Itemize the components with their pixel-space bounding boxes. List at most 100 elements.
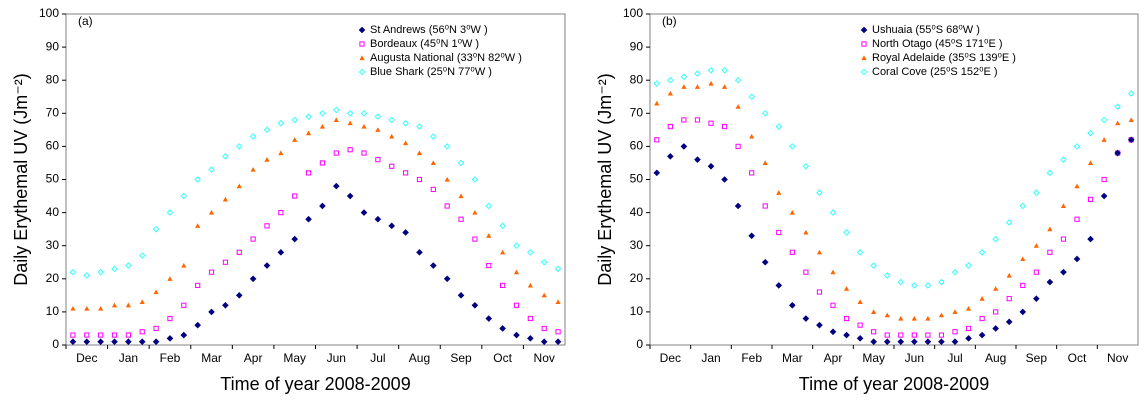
data-point	[843, 315, 850, 322]
data-point	[513, 269, 520, 275]
data-point	[513, 331, 520, 339]
x-tick-label: Dec	[76, 351, 97, 365]
data-point	[667, 90, 673, 96]
y-tick-label: 100	[39, 6, 59, 20]
data-point	[319, 123, 326, 129]
data-point	[347, 147, 353, 153]
data-point	[111, 265, 118, 273]
data-point	[235, 292, 243, 299]
data-point	[166, 209, 174, 216]
data-point	[816, 321, 823, 329]
data-point	[1033, 243, 1039, 248]
y-tick-label: 60	[46, 139, 60, 153]
y-tick-label: 50	[630, 172, 644, 186]
data-point	[911, 332, 917, 338]
y-tick-label: 40	[630, 205, 644, 219]
data-point	[829, 209, 837, 216]
data-point	[486, 262, 492, 269]
data-point	[208, 210, 215, 215]
legend-label: St Andrews (56⁰N 3⁰W )	[370, 24, 488, 36]
data-point	[98, 332, 104, 338]
data-point	[938, 312, 945, 318]
data-point	[486, 233, 492, 238]
data-point	[680, 143, 688, 150]
data-point	[748, 93, 755, 101]
data-point	[541, 325, 547, 332]
data-point	[305, 130, 312, 136]
data-point	[540, 258, 548, 266]
data-point	[802, 315, 810, 322]
x-tick-label: Jan	[701, 351, 720, 365]
data-point	[443, 275, 451, 283]
data-point	[443, 143, 451, 150]
data-point	[374, 215, 382, 223]
data-point	[319, 202, 326, 210]
data-point	[540, 338, 548, 345]
data-point	[802, 162, 810, 170]
data-point	[870, 262, 877, 269]
data-point	[952, 309, 958, 314]
data-point	[1087, 196, 1094, 202]
data-point	[70, 305, 76, 311]
data-point	[125, 302, 131, 308]
data-point	[681, 117, 687, 123]
data-point	[721, 123, 728, 130]
data-point	[667, 76, 674, 84]
data-point	[1019, 308, 1027, 316]
data-point	[389, 163, 395, 169]
data-point	[264, 157, 270, 162]
data-point	[978, 249, 986, 256]
data-point	[332, 106, 340, 114]
data-point	[167, 315, 173, 322]
data-point	[527, 315, 533, 322]
panel-label: (b)	[662, 14, 677, 28]
data-point	[278, 150, 284, 156]
x-tick-label: Mar	[201, 351, 222, 365]
x-tick-label: Jun	[905, 351, 924, 365]
data-point	[924, 338, 932, 345]
x-tick-label: Mar	[782, 351, 803, 365]
data-point	[816, 189, 823, 197]
data-point	[1006, 296, 1012, 302]
data-point	[278, 210, 284, 216]
data-point	[222, 196, 229, 202]
data-point	[84, 332, 90, 338]
data-point	[527, 335, 534, 342]
data-point	[789, 210, 795, 215]
data-point	[1100, 116, 1108, 124]
data-point	[458, 193, 464, 199]
data-point	[153, 325, 159, 332]
data-point	[965, 325, 972, 332]
data-point	[978, 331, 986, 339]
data-point	[153, 289, 159, 295]
data-point	[761, 109, 769, 117]
data-point	[911, 282, 918, 289]
data-point	[761, 258, 769, 266]
x-tick-label: Dec	[660, 351, 681, 365]
data-point	[871, 329, 877, 335]
data-point	[152, 338, 160, 345]
legend-marker	[359, 55, 365, 61]
x-tick-label: Aug	[409, 351, 430, 365]
x-tick-label: Jan	[119, 351, 138, 365]
data-point	[1073, 143, 1081, 150]
data-point	[472, 210, 478, 215]
legend-marker	[860, 26, 868, 34]
data-point	[843, 331, 850, 339]
data-point	[485, 202, 493, 210]
y-tick-label: 100	[623, 6, 643, 20]
legend-marker	[861, 55, 867, 61]
x-tick-label: Nov	[534, 351, 555, 365]
data-point	[1046, 169, 1054, 177]
data-point	[250, 236, 256, 242]
data-point	[554, 338, 562, 345]
data-point	[1060, 203, 1067, 209]
data-point	[816, 289, 823, 295]
data-point	[513, 242, 520, 250]
data-point	[222, 259, 229, 265]
data-point	[277, 119, 285, 127]
data-point	[264, 223, 270, 229]
y-tick-label: 20	[46, 271, 60, 285]
y-tick-label: 70	[630, 105, 644, 119]
